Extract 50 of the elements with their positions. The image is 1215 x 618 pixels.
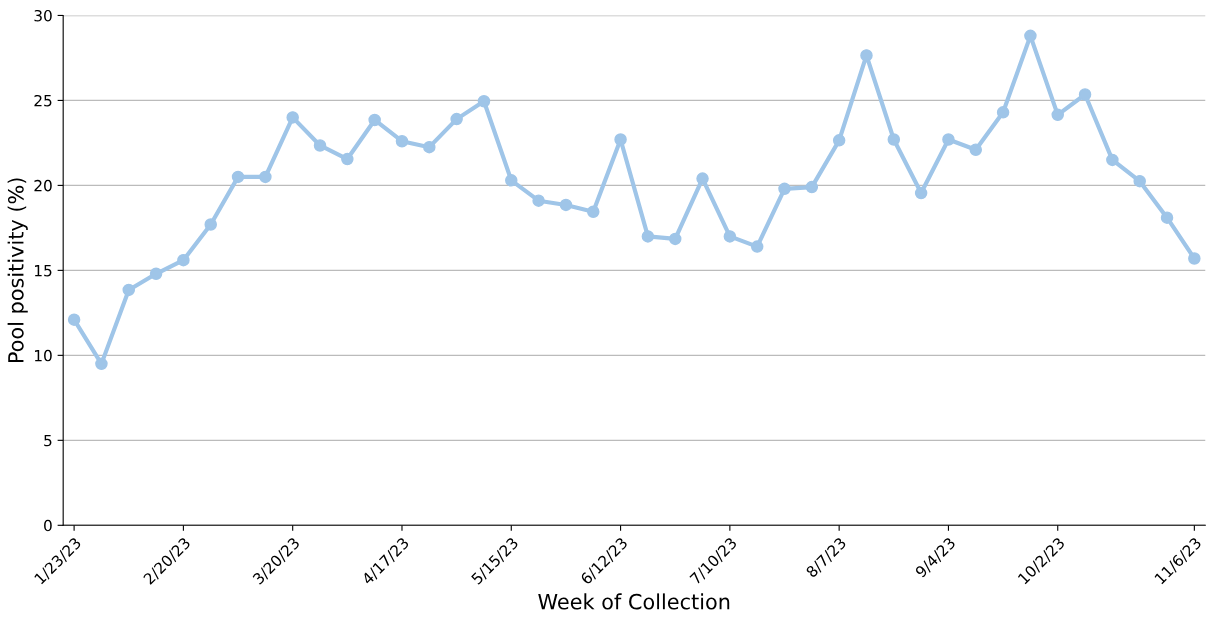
point <box>368 113 381 127</box>
point <box>914 186 928 200</box>
point <box>477 95 491 108</box>
point <box>723 230 737 243</box>
point <box>149 267 163 281</box>
point <box>1133 174 1146 188</box>
y-tick-label: 30 <box>34 9 52 22</box>
point <box>204 218 217 231</box>
point <box>668 232 682 246</box>
point <box>1106 153 1119 167</box>
point <box>996 106 1010 119</box>
point <box>341 152 354 166</box>
point <box>122 283 136 297</box>
point <box>887 133 901 146</box>
point <box>532 194 545 207</box>
y-tick-label: 10 <box>35 349 52 362</box>
y-tick-label: 15 <box>35 265 52 277</box>
point <box>969 143 983 156</box>
point <box>395 134 409 148</box>
point <box>942 133 955 146</box>
y-tick-label: 25 <box>34 94 52 107</box>
point <box>231 170 245 184</box>
point <box>559 198 573 212</box>
point <box>313 139 327 152</box>
point <box>423 140 436 154</box>
point <box>1078 88 1092 101</box>
point <box>1024 29 1037 43</box>
point <box>505 174 518 187</box>
point <box>1160 211 1174 224</box>
point <box>1051 108 1064 122</box>
point <box>586 205 600 218</box>
point <box>641 230 655 243</box>
point <box>286 111 299 124</box>
point <box>1188 252 1201 265</box>
point <box>67 313 81 326</box>
y-tick-label: 0 <box>44 519 52 532</box>
y-tick-label: 5 <box>44 434 52 447</box>
point <box>805 180 819 194</box>
point <box>259 170 272 184</box>
point <box>832 134 846 147</box>
point <box>778 182 791 196</box>
x-axis-title: Week of Collection <box>538 593 730 610</box>
point <box>614 133 627 146</box>
point <box>696 172 709 185</box>
point <box>95 357 108 371</box>
point <box>750 240 764 253</box>
point <box>450 112 463 126</box>
y-tick-label: 20 <box>34 179 52 192</box>
y-axis-title: Pool positivity (%) <box>7 178 28 363</box>
point <box>177 253 190 267</box>
